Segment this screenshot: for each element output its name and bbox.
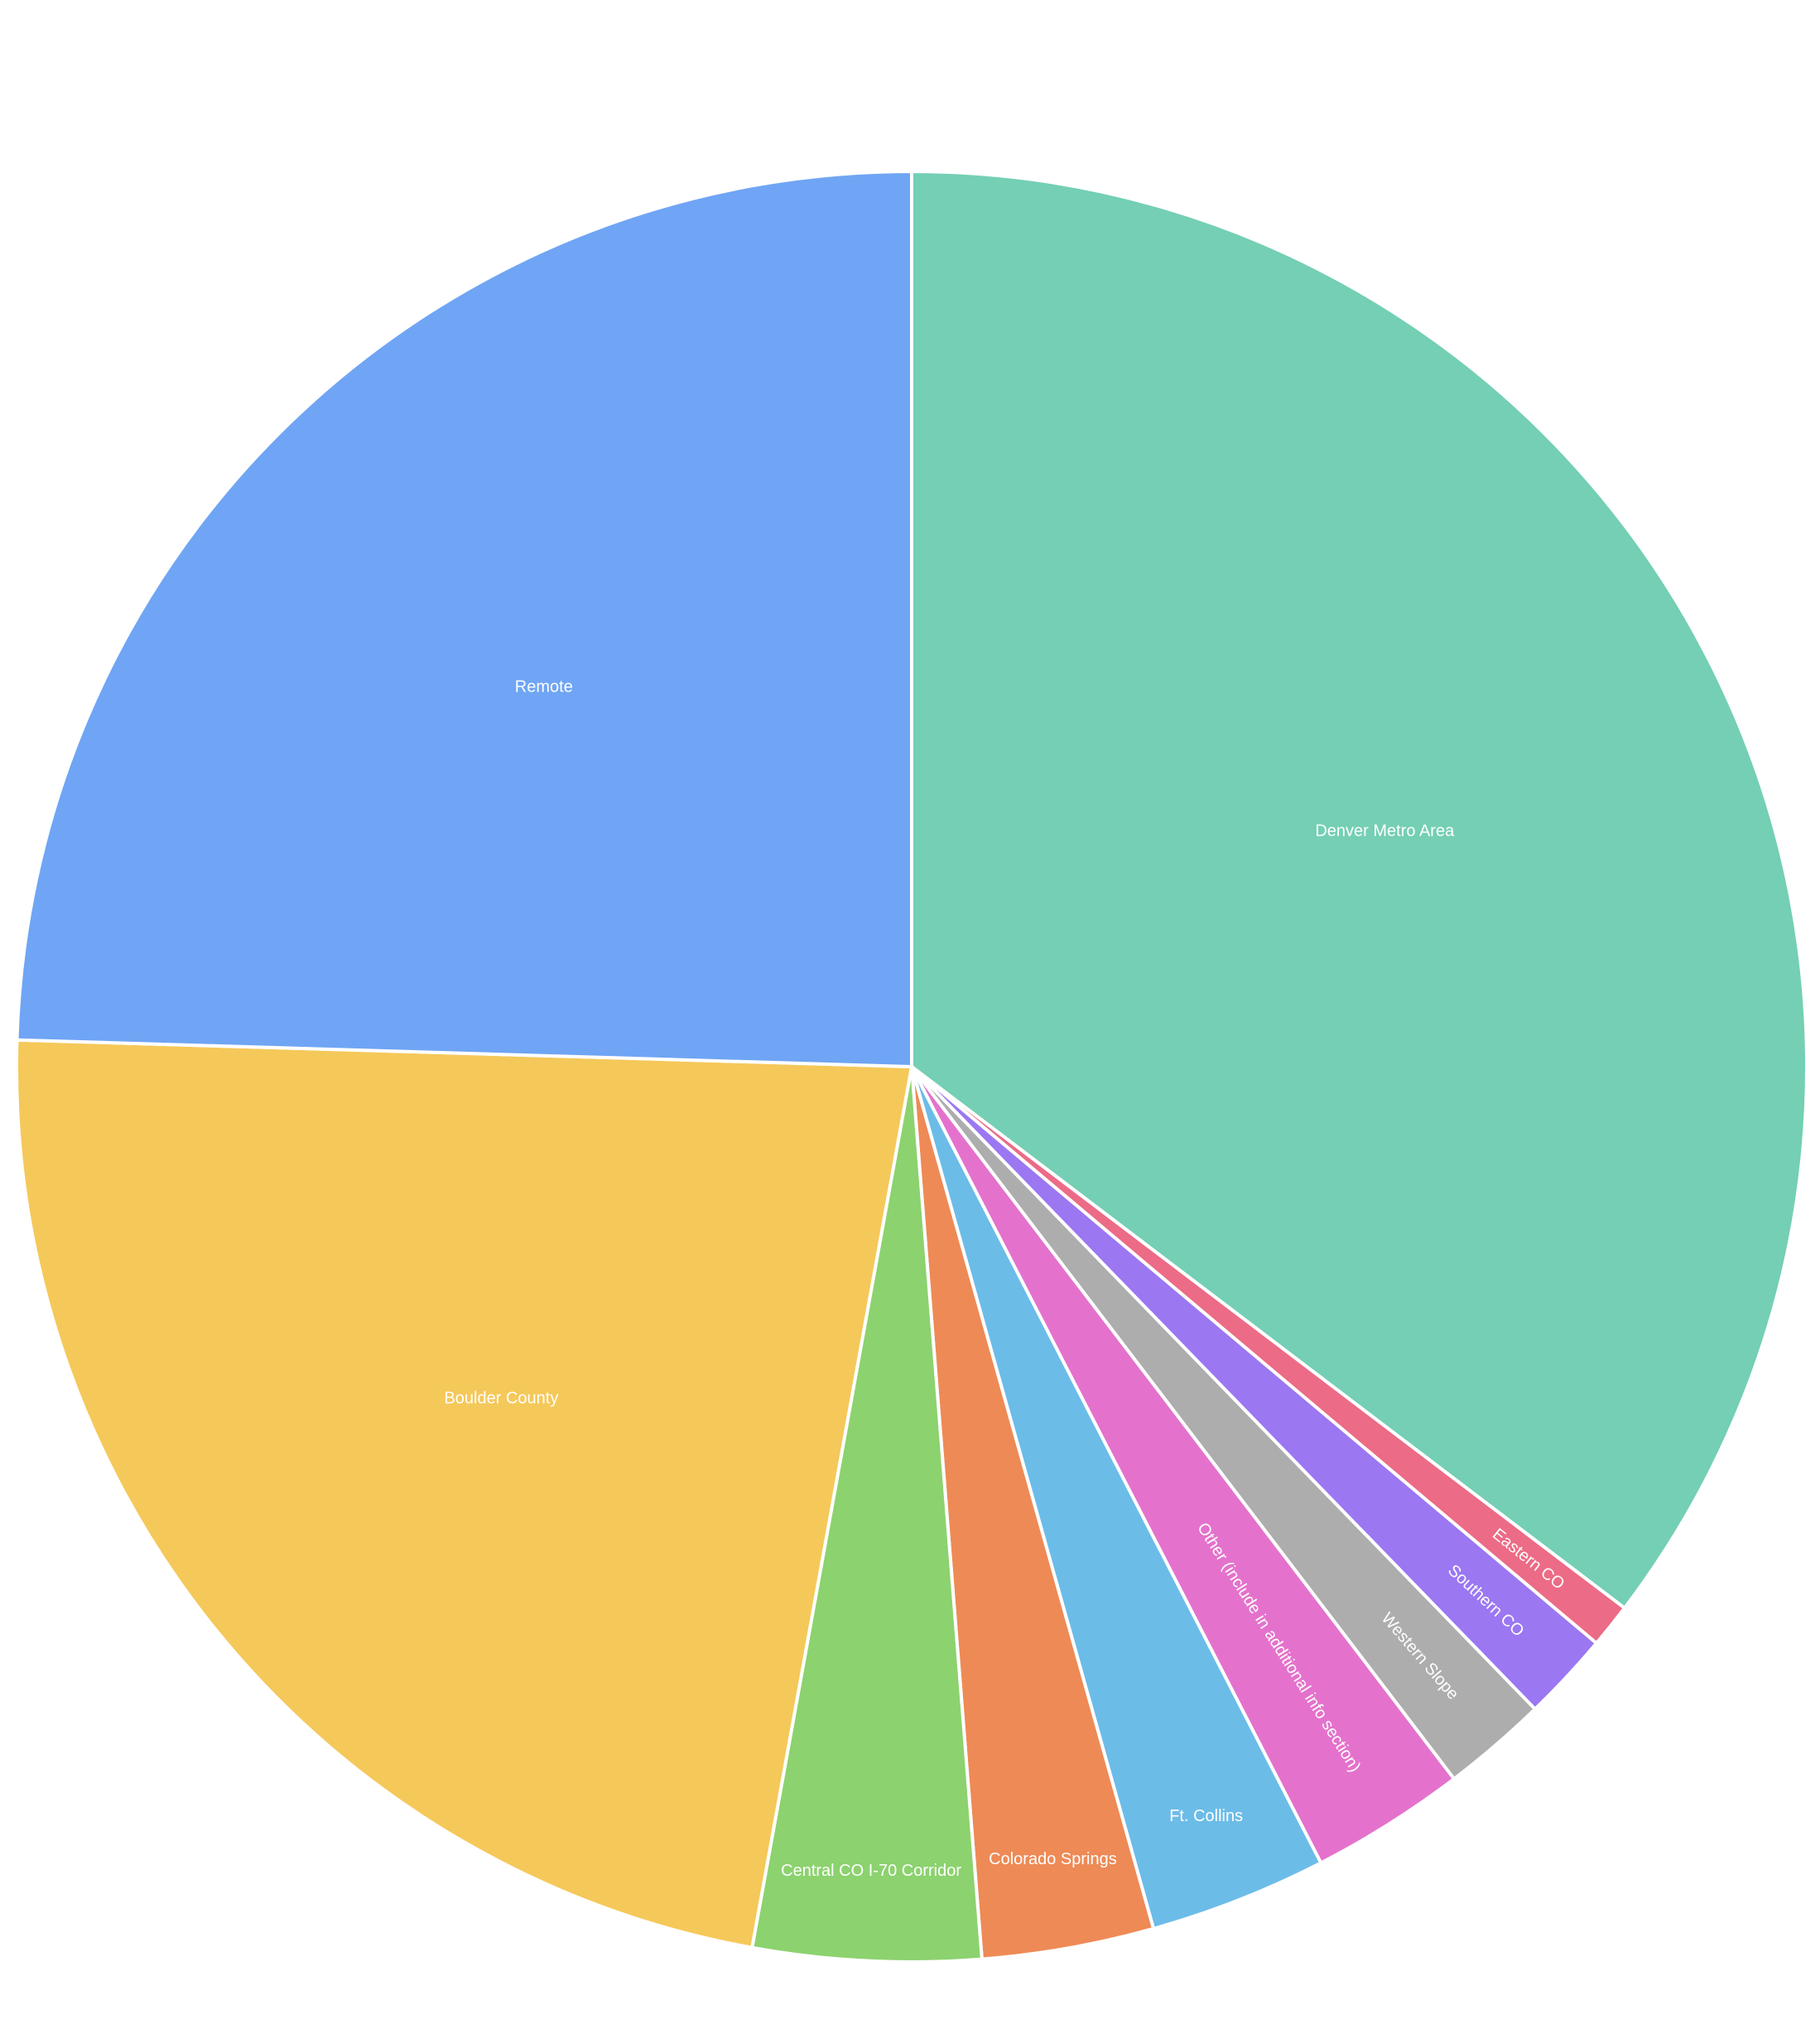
slice-label: Central CO I-70 Corridor (781, 1862, 961, 1880)
pie-slice (15, 1038, 914, 1950)
slice-label: Colorado Springs (989, 1850, 1117, 1868)
pie-slice (749, 1066, 985, 1964)
pie-slice (15, 169, 913, 1069)
slice-label: Ft. Collins (1169, 1807, 1243, 1825)
pie-slice (910, 169, 1808, 1611)
slice-label: Denver Metro Area (1315, 822, 1455, 841)
slice-label: Boulder County (444, 1390, 558, 1408)
slice-label: Remote (515, 678, 573, 696)
